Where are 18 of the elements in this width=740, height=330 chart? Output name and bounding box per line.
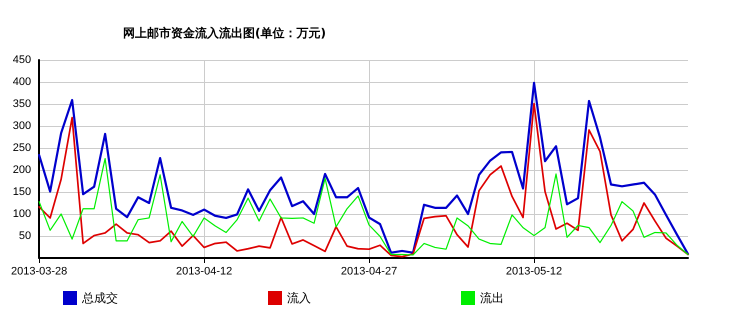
legend-label: 流出	[480, 291, 504, 305]
x-tick-label: 2013-05-12	[506, 266, 562, 278]
y-tick-label: 50	[18, 230, 32, 242]
y-tick-label: 450	[12, 54, 32, 66]
y-tick-label: 200	[12, 164, 32, 176]
y-tick-label: 250	[12, 142, 32, 154]
x-tick-label: 2013-04-27	[340, 266, 398, 278]
y-tick-label: 300	[12, 120, 32, 132]
legend-label: 流入	[287, 291, 311, 305]
y-tick-label: 150	[12, 186, 32, 198]
x-tick-label: 2013-03-28	[10, 266, 68, 278]
x-tick-label: 2013-04-12	[176, 266, 232, 278]
y-tick-label: 400	[12, 76, 32, 88]
line-series	[38, 158, 689, 256]
legend-label: 总成交	[81, 291, 118, 305]
y-tick-label: 350	[12, 98, 32, 110]
chart-title: 网上邮市资金流入流出图(单位：万元)	[123, 26, 326, 40]
y-tick-label: 100	[12, 208, 32, 220]
